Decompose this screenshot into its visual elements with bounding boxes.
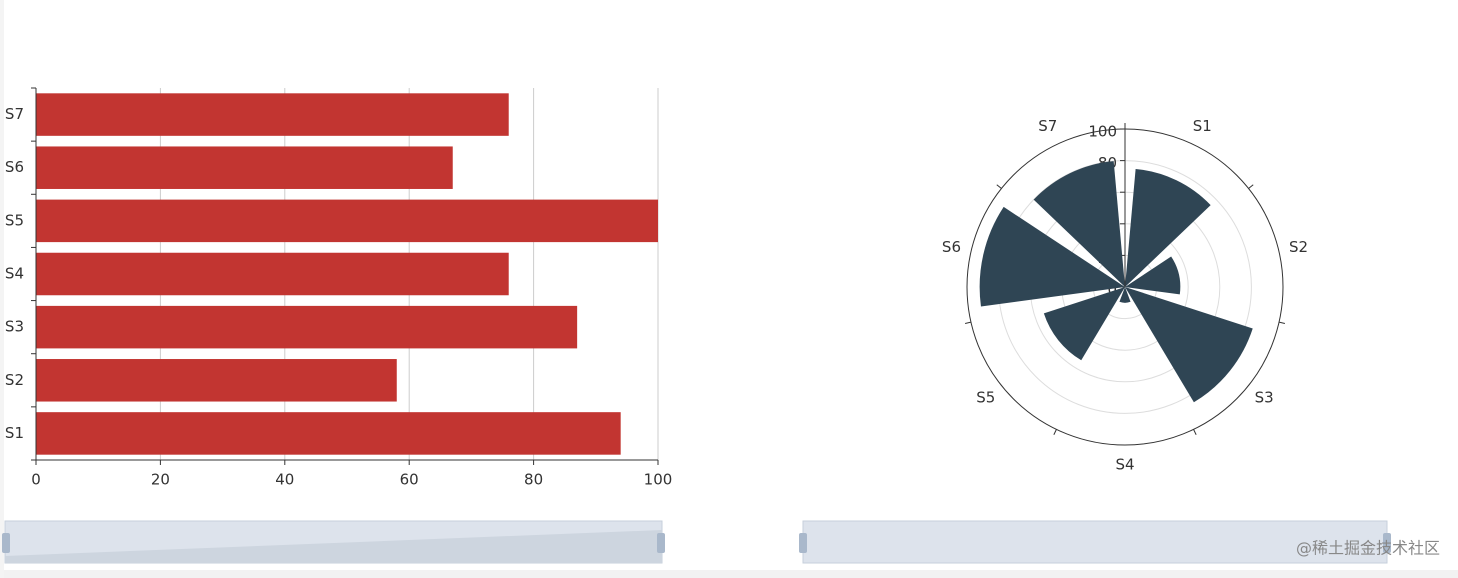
y-tick-label: S2	[5, 371, 24, 389]
y-tick-label: S3	[5, 318, 24, 336]
bar	[36, 252, 509, 296]
r-tick-label: 0	[1107, 281, 1117, 299]
polar-bar	[1125, 287, 1253, 403]
watermark: @稀土掘金技术社区	[1296, 539, 1440, 558]
polar-bar	[1125, 256, 1181, 295]
left-strip	[0, 0, 4, 578]
angle-tick	[1053, 429, 1057, 435]
bar	[36, 93, 509, 136]
x-tick-label: 80	[524, 471, 543, 489]
bottom-strip	[0, 570, 1458, 578]
bar	[36, 199, 658, 243]
y-tick-label: S5	[5, 211, 24, 229]
x-tick-label: 60	[400, 471, 419, 489]
angle-tick	[1248, 184, 1254, 189]
y-tick-label: S7	[5, 105, 24, 123]
slider-track[interactable]	[802, 520, 1388, 564]
polar-bar	[1033, 161, 1125, 287]
polar-bar	[1125, 168, 1211, 287]
bar	[36, 412, 621, 455]
angle-label: S6	[942, 238, 961, 256]
slider-handle[interactable]	[799, 533, 807, 553]
polar-bar	[1119, 287, 1131, 303]
bar	[36, 359, 397, 402]
polar-bar	[979, 206, 1125, 307]
angle-tick	[996, 184, 1002, 189]
zoom-slider-left[interactable]	[2, 520, 665, 564]
angle-label: S1	[1193, 117, 1212, 135]
x-tick-label: 0	[31, 471, 41, 489]
x-tick-label: 100	[644, 471, 673, 489]
angle-label: S5	[976, 388, 995, 406]
x-tick-label: 20	[151, 471, 170, 489]
polar-bar	[1043, 287, 1125, 361]
bar	[36, 305, 578, 349]
angle-label: S4	[1115, 456, 1134, 474]
slider-handle[interactable]	[2, 533, 10, 553]
angle-label: S3	[1255, 388, 1274, 406]
angle-tick	[965, 321, 972, 324]
r-tick-label: 100	[1088, 123, 1117, 141]
bar	[36, 146, 453, 189]
slider-shadow	[5, 530, 662, 563]
angle-tick	[1278, 321, 1285, 324]
slider-handle[interactable]	[1383, 533, 1391, 553]
slider-handle[interactable]	[657, 533, 665, 553]
y-tick-label: S6	[5, 158, 24, 176]
y-tick-label: S1	[5, 424, 24, 442]
y-tick-label: S4	[5, 265, 24, 283]
zoom-slider-right[interactable]	[799, 520, 1391, 564]
angle-tick	[1193, 429, 1197, 435]
angle-label: S2	[1289, 238, 1308, 256]
angle-label: S7	[1038, 117, 1057, 135]
x-tick-label: 40	[275, 471, 294, 489]
